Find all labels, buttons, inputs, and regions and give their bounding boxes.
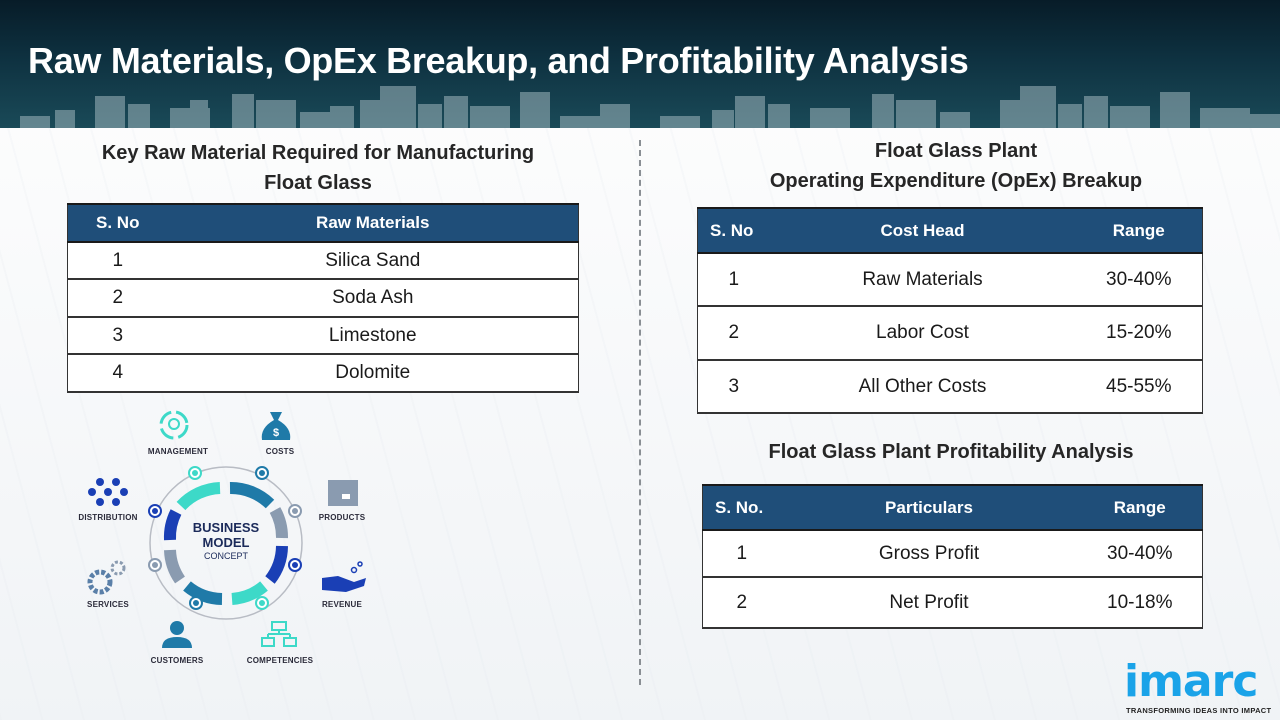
opex-title: Float Glass Plant Operating Expenditure … — [700, 136, 1212, 196]
column-header: Cost Head — [769, 207, 1076, 254]
city-skyline-icon — [20, 86, 1280, 128]
svg-text:BUSINESS: BUSINESS — [193, 520, 260, 535]
table-row: 4 Dolomite — [67, 354, 579, 393]
label-services: SERVICES — [87, 600, 129, 609]
column-header: Range — [1077, 484, 1203, 531]
page-title: Raw Materials, OpEx Breakup, and Profita… — [28, 40, 969, 81]
opex-title-line2: Operating Expenditure (OpEx) Breakup — [769, 170, 1143, 192]
raw-materials-table: S. No Raw Materials 1 Silica Sand 2 Soda… — [67, 203, 579, 393]
cell-sno: 1 — [67, 242, 168, 280]
customers-icon — [162, 621, 192, 648]
cell-material: Limestone — [167, 317, 579, 355]
label-costs: COSTS — [265, 447, 295, 456]
table-row: 1 Silica Sand — [67, 242, 579, 280]
cell-range: 30-40% — [1075, 253, 1203, 307]
distribution-icon — [88, 478, 128, 506]
table-row: 1 Gross Profit 30-40% — [702, 530, 1203, 578]
cell-material: Dolomite — [167, 354, 579, 393]
profitability-title: Float Glass Plant Profitability Analysis — [768, 441, 1134, 463]
cell-sno: 3 — [67, 317, 168, 355]
column-header: S. No. — [702, 484, 781, 531]
business-model-wheel-icon: $ BUSINESS MODEL C — [87, 410, 366, 648]
column-header: S. No — [67, 203, 168, 243]
cell-cost-head: Raw Materials — [769, 253, 1076, 307]
cell-material: Soda Ash — [167, 279, 579, 318]
cell-cost-head: Labor Cost — [769, 306, 1076, 361]
cell-sno: 2 — [697, 306, 770, 361]
table-row: 1 Raw Materials 30-40% — [697, 253, 1203, 307]
header-banner: Raw Materials, OpEx Breakup, and Profita… — [0, 0, 1280, 128]
svg-text:$: $ — [273, 427, 279, 439]
cell-sno: 4 — [67, 354, 168, 393]
label-customers: CUSTOMERS — [150, 656, 204, 665]
cell-range: 30-40% — [1077, 530, 1203, 578]
column-header: Raw Materials — [167, 203, 579, 243]
table-row: 2 Soda Ash — [67, 279, 579, 318]
cell-cost-head: All Other Costs — [769, 360, 1076, 414]
cell-material: Silica Sand — [167, 242, 579, 280]
column-header: S. No — [697, 207, 770, 254]
profitability-table: S. No. Particulars Range 1 Gross Profit … — [702, 484, 1203, 629]
costs-icon: $ — [261, 412, 291, 440]
cell-sno: 3 — [697, 360, 770, 414]
opex-table: S. No Cost Head Range 1 Raw Materials 30… — [697, 207, 1203, 414]
label-management: MANAGEMENT — [147, 447, 209, 456]
label-distribution: DISTRIBUTION — [78, 513, 138, 522]
table-header-row: S. No Raw Materials — [67, 203, 579, 243]
business-model-diagram: $ BUSINESS MODEL C — [70, 400, 390, 675]
cell-sno: 2 — [67, 279, 168, 318]
label-competencies: COMPETENCIES — [246, 656, 314, 665]
raw-materials-title: Key Raw Material Required for Manufactur… — [68, 138, 568, 198]
table-header-row: S. No. Particulars Range — [702, 484, 1203, 531]
revenue-icon — [322, 561, 366, 592]
table-row: 3 Limestone — [67, 317, 579, 355]
cell-sno: 1 — [697, 253, 770, 307]
imarc-logo: imarc TRANSFORMING IDEAS INTO IMPACT — [1122, 650, 1274, 718]
table-row: 2 Net Profit 10-18% — [702, 577, 1203, 629]
table-row: 2 Labor Cost 15-20% — [697, 306, 1203, 361]
cell-range: 15-20% — [1075, 306, 1203, 361]
opex-title-line1: Float Glass Plant — [874, 140, 1038, 162]
table-header-row: S. No Cost Head Range — [697, 207, 1203, 254]
logo-tagline: TRANSFORMING IDEAS INTO IMPACT — [1126, 706, 1272, 715]
cell-particular: Gross Profit — [780, 530, 1078, 578]
cell-range: 45-55% — [1075, 360, 1203, 414]
products-icon — [328, 480, 358, 506]
services-icon — [87, 560, 126, 595]
column-header: Range — [1075, 207, 1203, 254]
svg-text:CONCEPT: CONCEPT — [204, 551, 249, 561]
competencies-icon — [261, 621, 297, 647]
raw-materials-title-line1: Key Raw Material Required for Manufactur… — [101, 142, 535, 164]
label-revenue: REVENUE — [321, 600, 363, 609]
svg-text:MODEL: MODEL — [203, 535, 250, 550]
logo-wordmark: imarc — [1124, 656, 1258, 707]
column-header: Particulars — [780, 484, 1078, 531]
table-row: 3 All Other Costs 45-55% — [697, 360, 1203, 414]
cell-particular: Net Profit — [780, 577, 1078, 629]
management-icon — [159, 410, 189, 440]
raw-materials-title-line2: Float Glass — [264, 172, 372, 194]
cell-range: 10-18% — [1077, 577, 1203, 629]
section-divider — [639, 140, 641, 685]
cell-sno: 1 — [702, 530, 781, 578]
cell-sno: 2 — [702, 577, 781, 629]
label-products: PRODUCTS — [318, 513, 366, 522]
